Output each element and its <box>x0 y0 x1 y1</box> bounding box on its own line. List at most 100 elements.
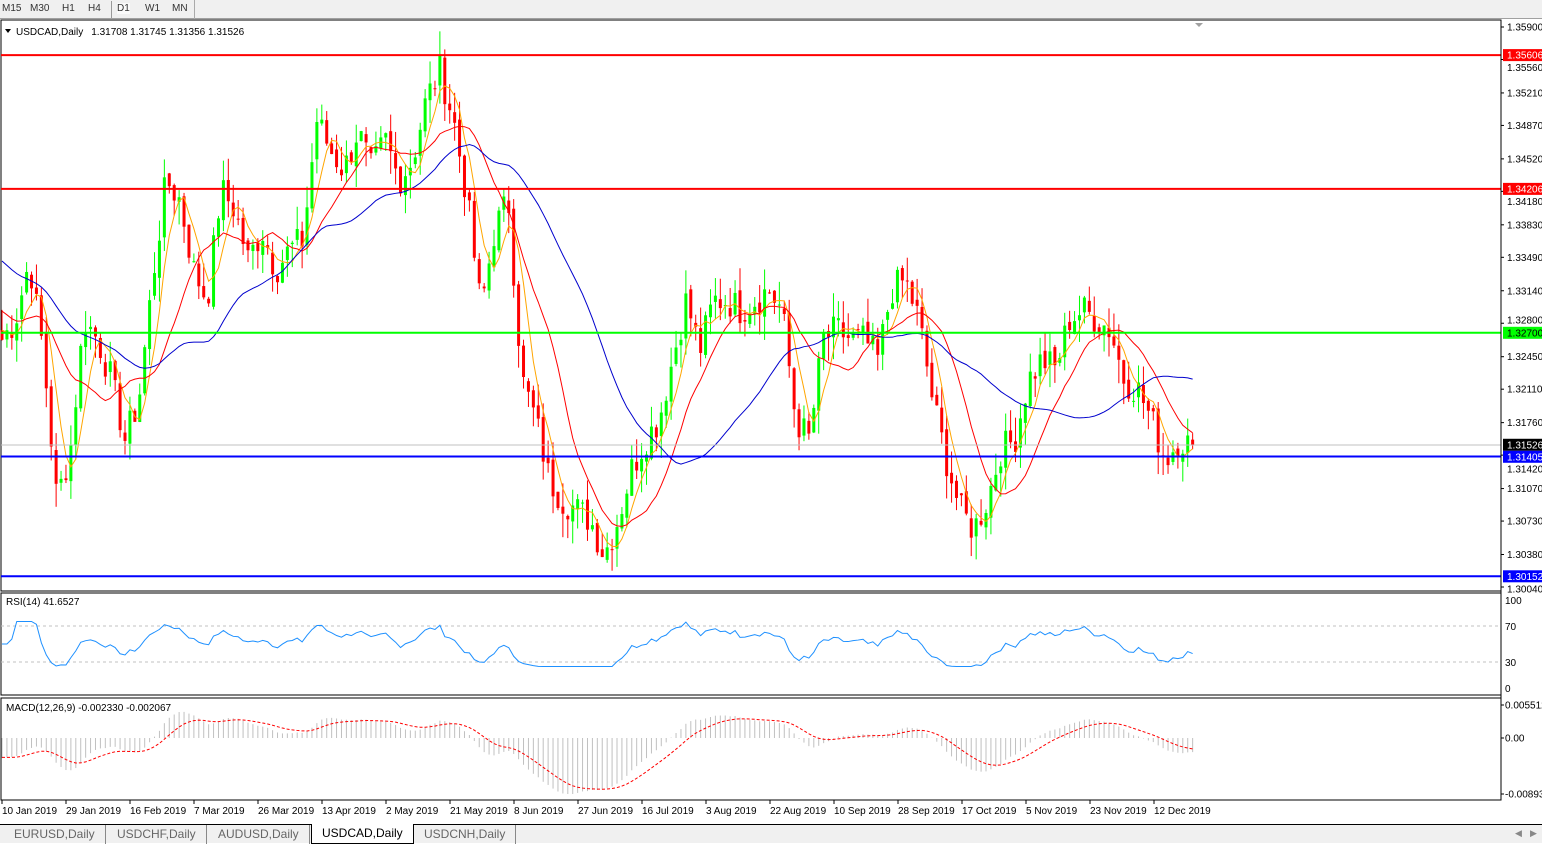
candle-body <box>157 240 161 278</box>
candle-body <box>167 173 171 187</box>
candle-body <box>79 345 83 409</box>
timeframe-m15[interactable]: M15 <box>2 3 22 14</box>
timeframe-mn[interactable]: MN <box>172 3 188 14</box>
candle-body <box>615 527 619 549</box>
candle-body <box>940 407 944 433</box>
timeframe-d1[interactable]: D1 <box>117 3 130 14</box>
timeframe-h4[interactable]: H4 <box>88 3 101 14</box>
candle-body <box>925 330 929 367</box>
price-label: 1.32700 <box>1507 328 1542 339</box>
candle-body <box>910 281 914 304</box>
candle-body <box>585 499 589 530</box>
chart-tab[interactable]: EURUSD,Daily <box>4 825 106 844</box>
chart-tab[interactable]: USDCAD,Daily <box>311 824 414 844</box>
candle-body <box>310 162 314 209</box>
candle-body <box>69 445 73 482</box>
candle-body <box>1082 297 1086 313</box>
price-tick-label: 1.30380 <box>1507 550 1542 561</box>
candle-body <box>782 308 786 314</box>
candle-body <box>979 520 983 525</box>
candle-body <box>364 134 368 143</box>
candle-body <box>1146 400 1150 411</box>
candle-body <box>482 286 486 289</box>
rsi-tick-label: 0 <box>1505 684 1511 695</box>
candle-body <box>448 103 452 111</box>
candle-body <box>1028 371 1032 407</box>
candle-body <box>384 133 388 138</box>
candle-body <box>216 218 220 237</box>
rsi-panel <box>0 592 1502 696</box>
candle-body <box>536 405 540 419</box>
candle-body <box>950 472 954 484</box>
candle-body <box>1151 408 1155 412</box>
candle-body <box>472 200 476 258</box>
candle-body <box>1097 327 1101 333</box>
candle-body <box>25 271 29 293</box>
price-tick-label: 1.32110 <box>1507 385 1542 396</box>
candle-body <box>182 196 186 227</box>
candle-body <box>625 493 629 518</box>
price-tick-label: 1.31760 <box>1507 418 1542 429</box>
candle-body <box>231 202 235 217</box>
date-label: 16 Jul 2019 <box>642 806 694 817</box>
main-panel <box>0 19 1502 592</box>
price-label-bg <box>1503 182 1542 195</box>
scroll-left-icon[interactable]: ◀ <box>1515 828 1522 838</box>
candle-body <box>246 240 250 251</box>
candle-body <box>512 208 516 286</box>
candle-body <box>1018 418 1022 448</box>
candle-body <box>630 459 634 496</box>
candle-body <box>192 261 196 263</box>
candle-body <box>954 480 958 498</box>
candle-body <box>984 513 988 528</box>
macd-tick-label: 0.00 <box>1505 734 1525 745</box>
price-tick-label: 1.32450 <box>1507 352 1542 363</box>
candle-body <box>74 407 78 445</box>
date-label: 10 Sep 2019 <box>834 806 891 817</box>
candle-body <box>64 478 68 481</box>
date-label: 8 Jun 2019 <box>514 806 564 817</box>
candle-body <box>969 518 973 538</box>
date-label: 21 May 2019 <box>450 806 508 817</box>
candle-body <box>241 217 245 244</box>
candle-body <box>1176 448 1180 458</box>
timeframe-w1[interactable]: W1 <box>145 3 160 14</box>
candle-body <box>487 263 491 291</box>
candle-body <box>226 180 230 202</box>
candle-body <box>221 180 225 221</box>
candle-body <box>1102 325 1106 336</box>
timeframe-m30[interactable]: M30 <box>30 3 50 14</box>
price-tick-label: 1.34520 <box>1507 154 1542 165</box>
candle-body <box>738 290 742 324</box>
candle-body <box>207 298 211 304</box>
candle-body <box>797 409 801 438</box>
candle-body <box>708 304 712 318</box>
dropdown-triangle-icon[interactable] <box>5 29 11 33</box>
price-tick-label: 1.35560 <box>1507 63 1542 74</box>
timeframe-h1[interactable]: H1 <box>62 3 75 14</box>
date-label: 22 Aug 2019 <box>770 806 827 817</box>
candle-body <box>915 299 919 306</box>
chart-symbol-label: USDCAD,Daily <box>16 27 83 38</box>
candle-body <box>945 429 949 477</box>
candle-body <box>999 466 1003 474</box>
chart-tab[interactable]: USDCNH,Daily <box>414 825 517 844</box>
chart-tab[interactable]: USDCHF,Daily <box>107 825 207 844</box>
date-label: 5 Nov 2019 <box>1026 806 1078 817</box>
candle-body <box>935 394 939 406</box>
chart-area[interactable]: 1.35900 1.35560 1.35210 1.34870 1.34520 1.341… <box>0 0 1542 824</box>
candle-body <box>103 362 107 377</box>
candle-body <box>423 98 427 132</box>
rsi-tick-label: 100 <box>1505 596 1522 607</box>
candle-body <box>394 153 398 169</box>
candle-body <box>856 329 860 331</box>
price-tick-label: 1.34180 <box>1507 197 1542 208</box>
candle-body <box>930 362 934 398</box>
price-label-bg <box>1503 49 1542 62</box>
chart-tab[interactable]: AUDUSD,Daily <box>208 825 310 844</box>
candle-body <box>128 410 132 444</box>
scroll-right-icon[interactable]: ▶ <box>1530 828 1537 838</box>
date-label: 3 Aug 2019 <box>706 806 757 817</box>
candle-body <box>403 176 407 196</box>
candle-body <box>467 192 471 201</box>
